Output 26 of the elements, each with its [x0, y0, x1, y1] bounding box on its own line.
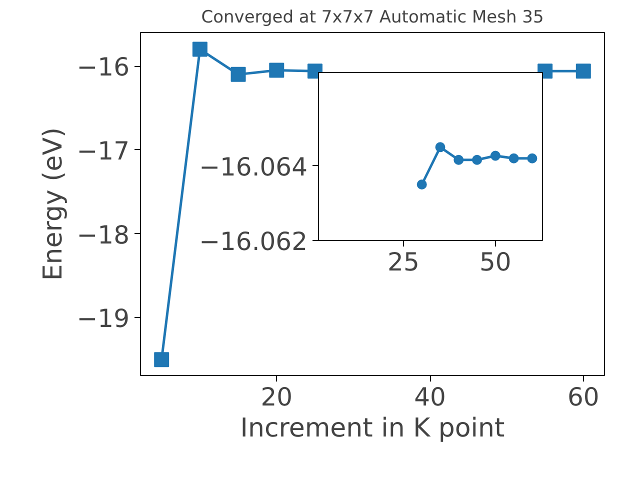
point — [230, 66, 246, 82]
y-tick-label: −17 — [76, 136, 130, 166]
point — [454, 154, 464, 165]
x-tick-label: 60 — [568, 382, 600, 412]
point — [269, 62, 284, 78]
x-tick-label: 20 — [260, 382, 293, 412]
point — [416, 180, 427, 190]
x-tick-label: 25 — [388, 248, 420, 276]
x-tick-label: 40 — [414, 382, 446, 412]
point — [154, 352, 170, 368]
y-tick-label: −16.064 — [199, 152, 308, 182]
y-tick-label: −19 — [76, 304, 130, 334]
x-tick-label: 50 — [480, 248, 512, 276]
y-tick-label: −18 — [76, 220, 130, 250]
point — [576, 64, 591, 79]
x-axis-title: Increment in K point — [240, 414, 505, 444]
chart-title: Converged at 7x7x7 Automatic Mesh 35 — [201, 8, 544, 28]
point — [508, 153, 519, 164]
point — [490, 150, 500, 161]
point — [472, 154, 482, 165]
point — [192, 42, 208, 57]
point — [527, 153, 538, 164]
y-tick-label: −16 — [76, 52, 130, 82]
point — [435, 142, 446, 152]
y-axis-title: Energy (eV) — [38, 127, 69, 281]
y-tick-label: −16.062 — [199, 227, 308, 256]
